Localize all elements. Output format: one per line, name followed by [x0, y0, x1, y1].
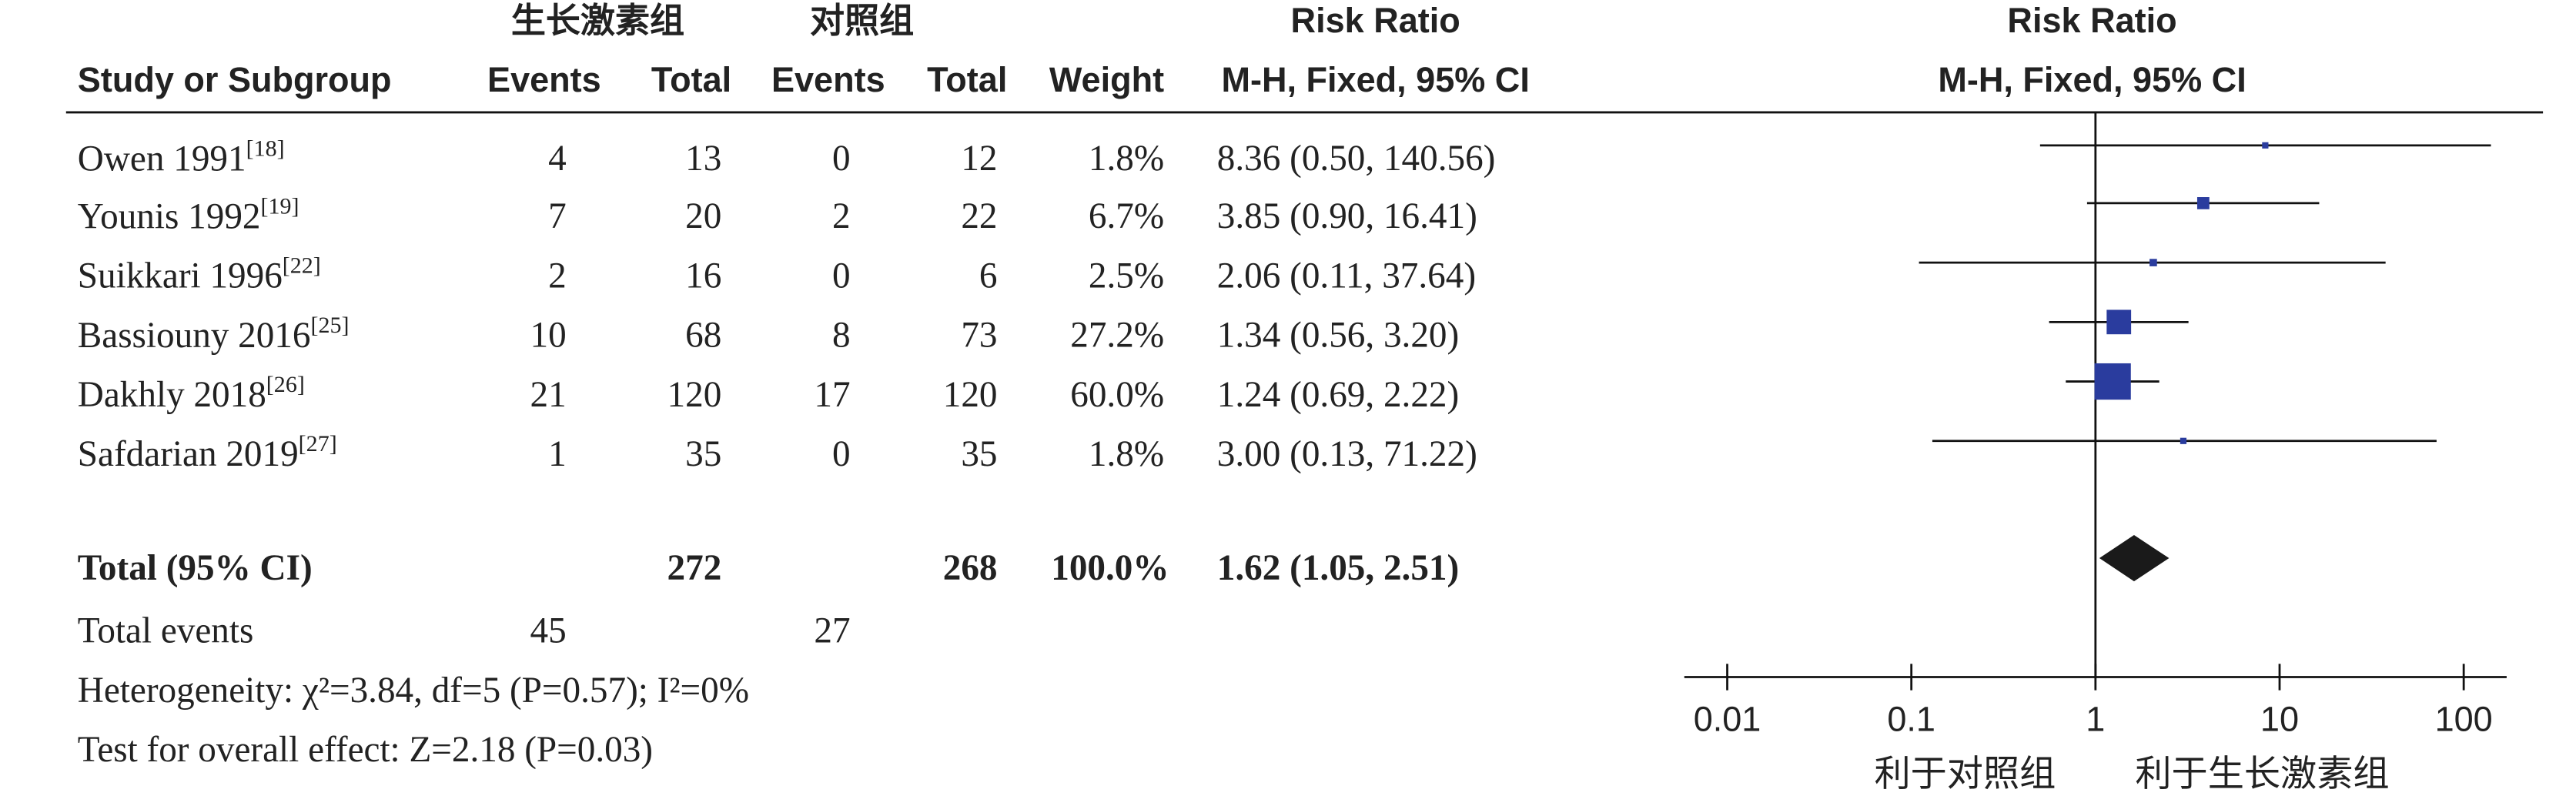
effect-square	[2196, 197, 2210, 209]
study-name: Bassiouny 2016[25]	[78, 313, 350, 356]
total-treat: 16	[685, 256, 721, 296]
events-treat: 10	[530, 316, 567, 356]
weight: 1.8%	[1089, 434, 1164, 474]
reference: [25]	[311, 313, 350, 338]
reference: [22]	[283, 253, 321, 278]
total-ctrl: 268	[943, 548, 998, 588]
effect-square	[2094, 363, 2131, 400]
effect-square	[2180, 437, 2187, 444]
axis-label: 利于生长激素组	[2135, 753, 2389, 795]
x-tick-label: 10	[2260, 699, 2299, 738]
events-treat: 2	[548, 256, 567, 296]
events-treat: 7	[548, 196, 567, 236]
events-treat: 4	[548, 139, 567, 179]
events-ctrl: 0	[832, 256, 851, 296]
column-header: Total	[927, 60, 1007, 99]
study-name: Suikkari 1996[22]	[78, 253, 321, 296]
risk-ratio: 3.85 (0.90, 16.41)	[1217, 196, 1477, 236]
total-treat: 272	[667, 548, 722, 588]
reference: [19]	[261, 193, 299, 219]
x-tick-label: 1	[2086, 699, 2105, 738]
column-header: Events	[487, 60, 601, 99]
study-label: Bassiouny 2016	[78, 316, 311, 356]
table-header: Risk Ratio	[1291, 1, 1460, 40]
study-label: Owen 1991	[78, 139, 246, 179]
study-name: Dakhly 2018[26]	[78, 372, 305, 415]
x-tick-label: 0.01	[1694, 699, 1761, 738]
events-ctrl: 0	[832, 434, 851, 474]
heterogeneity: Heterogeneity: χ²=3.84, df=5 (P=0.57); I…	[78, 671, 749, 711]
group-header: 生长激素组	[511, 0, 684, 41]
study-name: Safdarian 2019[27]	[78, 431, 337, 474]
events-ctrl: 17	[814, 375, 850, 415]
total-events-treat: 45	[530, 611, 567, 651]
column-header: Events	[771, 60, 885, 99]
events-ctrl: 0	[832, 139, 851, 179]
total-treat: 120	[667, 375, 722, 415]
events-treat: 1	[548, 434, 567, 474]
plot-subheader: M-H, Fixed, 95% CI	[1938, 60, 2246, 99]
total-ctrl: 12	[961, 139, 997, 179]
study-name: Owen 1991[18]	[78, 135, 285, 179]
x-tick-label: 100	[2435, 699, 2493, 738]
reference: [27]	[299, 431, 337, 457]
risk-ratio: 1.34 (0.56, 3.20)	[1217, 316, 1459, 356]
study-label: Younis 1992	[78, 196, 261, 236]
pooled-diamond	[2099, 535, 2170, 582]
x-tick-label: 0.1	[1887, 699, 1935, 738]
weight: 27.2%	[1070, 316, 1164, 356]
risk-ratio: 1.24 (0.69, 2.22)	[1217, 375, 1459, 415]
total-treat: 35	[685, 434, 721, 474]
weight: 1.8%	[1089, 139, 1164, 179]
risk-ratio: 8.36 (0.50, 140.56)	[1217, 139, 1496, 179]
total-ctrl: 22	[961, 196, 997, 236]
plot-header: Risk Ratio	[2007, 1, 2176, 40]
column-header: Study or Subgroup	[78, 60, 392, 99]
weight: 60.0%	[1070, 375, 1164, 415]
group-header: 对照组	[810, 0, 914, 41]
total-treat: 13	[685, 139, 721, 179]
total-events-label: Total events	[78, 611, 254, 651]
study-label: Suikkari 1996	[78, 256, 283, 296]
study-name: Younis 1992[19]	[78, 193, 299, 236]
weight: 6.7%	[1089, 196, 1164, 236]
column-header: Weight	[1049, 60, 1164, 99]
total-label: Total (95% CI)	[78, 548, 313, 588]
effect-square	[2262, 142, 2269, 149]
study-label: Safdarian 2019	[78, 434, 299, 474]
total-ctrl: 6	[979, 256, 998, 296]
total-ctrl: 73	[961, 316, 997, 356]
weight: 2.5%	[1089, 256, 1164, 296]
column-header: M-H, Fixed, 95% CI	[1221, 60, 1529, 99]
total-weight: 100.0%	[1051, 548, 1169, 588]
total-treat: 68	[685, 316, 721, 356]
study-label: Dakhly 2018	[78, 375, 266, 415]
total-events-ctrl: 27	[814, 611, 850, 651]
risk-ratio: 3.00 (0.13, 71.22)	[1217, 434, 1477, 474]
overall-effect: Test for overall effect: Z=2.18 (P=0.03)	[78, 730, 653, 770]
risk-ratio: 2.06 (0.11, 37.64)	[1217, 256, 1476, 296]
events-ctrl: 2	[832, 196, 851, 236]
total-ctrl: 35	[961, 434, 997, 474]
reference: [18]	[246, 135, 285, 161]
effect-square	[2106, 309, 2132, 335]
axis-label: 利于对照组	[1874, 753, 2056, 795]
effect-square	[2149, 259, 2157, 266]
total-risk-ratio: 1.62 (1.05, 2.51)	[1217, 548, 1459, 588]
total-ctrl: 120	[943, 375, 998, 415]
events-treat: 21	[530, 375, 567, 415]
reference: [26]	[266, 372, 305, 397]
total-treat: 20	[685, 196, 721, 236]
events-ctrl: 8	[832, 316, 851, 356]
column-header: Total	[651, 60, 731, 99]
